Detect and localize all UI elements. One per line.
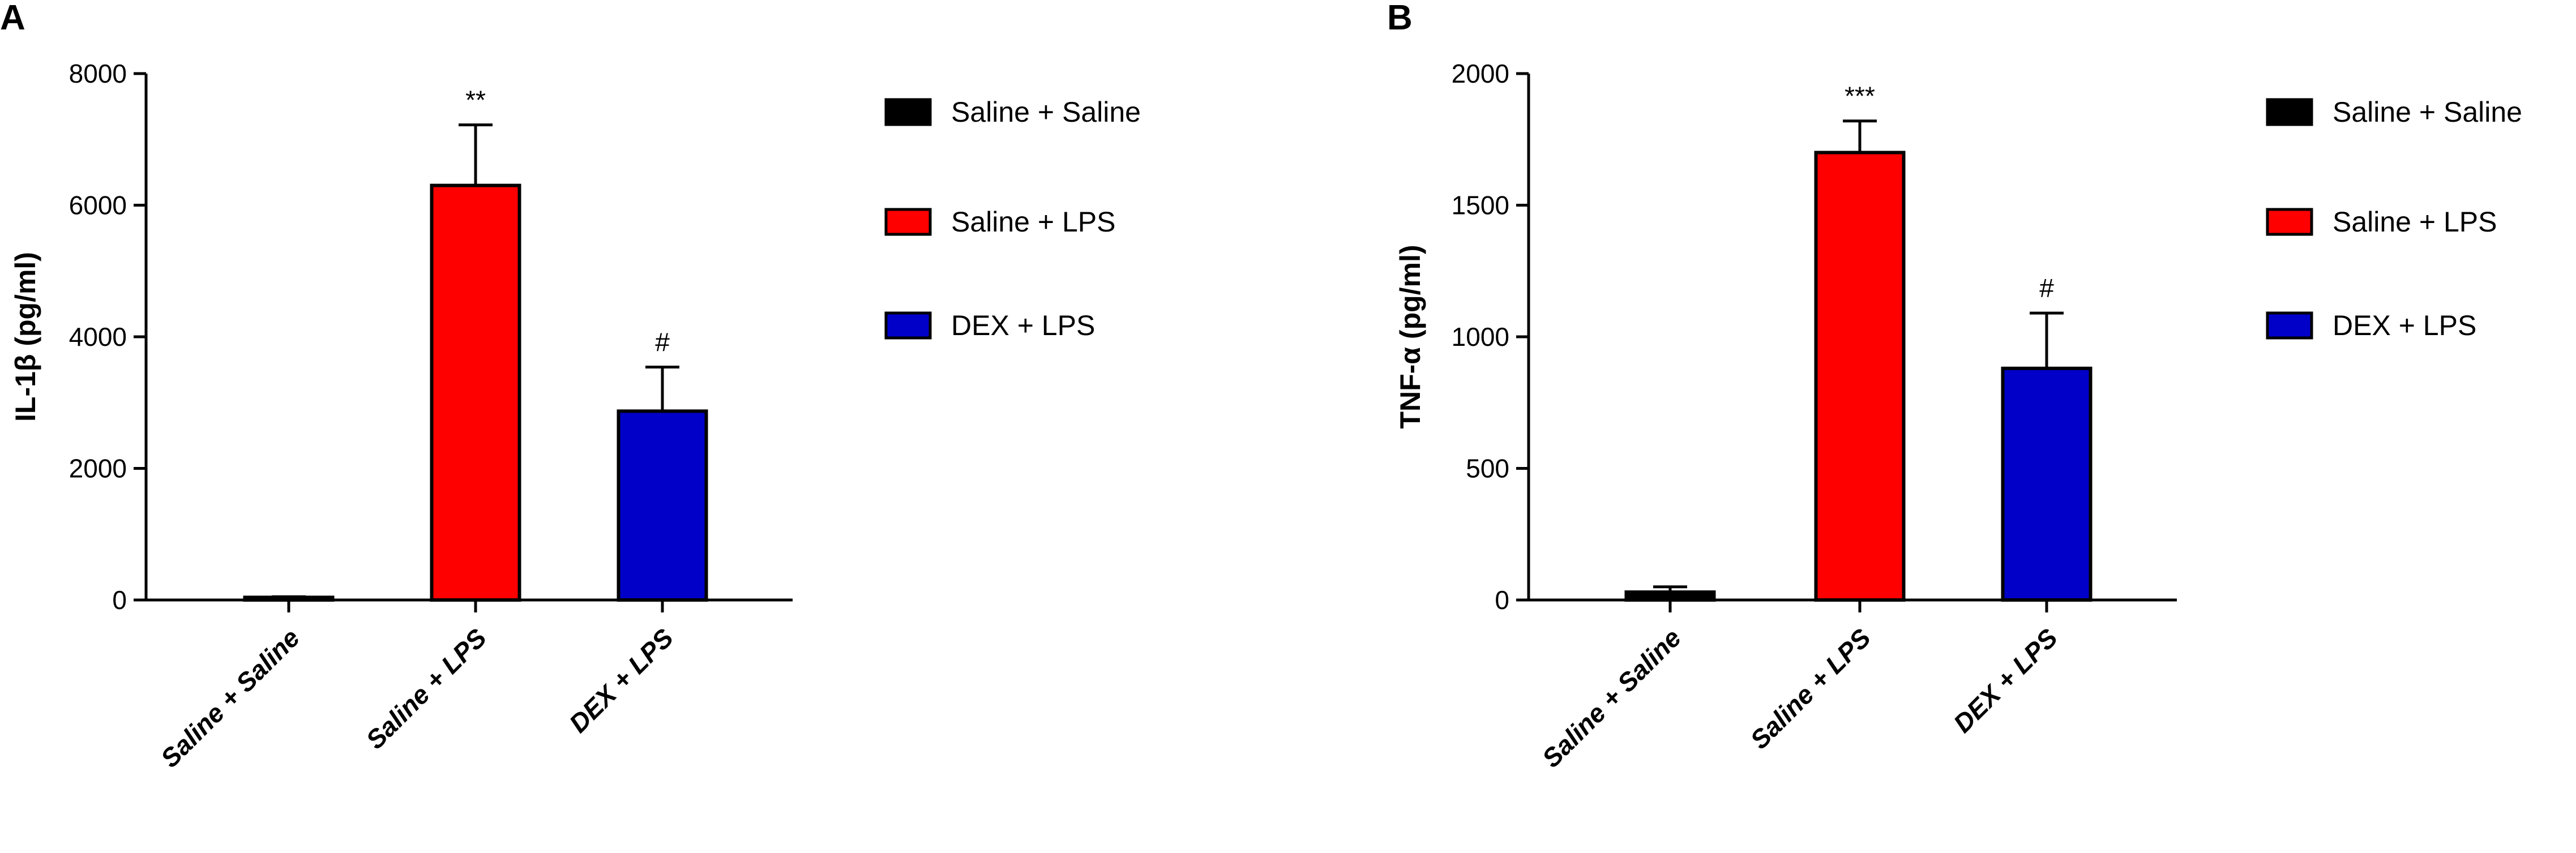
bar	[1624, 590, 1716, 602]
y-tick-label: 0	[112, 585, 127, 615]
legend-swatch	[2266, 208, 2313, 236]
y-tick-label: 1000	[1452, 322, 1509, 352]
bar	[617, 409, 708, 602]
x-tick-label: Saline + LPS	[1744, 623, 1876, 755]
x-tick-label: Saline + LPS	[360, 623, 492, 755]
x-tick-label: Saline + Saline	[155, 623, 305, 773]
bar	[2001, 366, 2093, 602]
x-tick-label: DEX + LPS	[563, 623, 679, 738]
y-tick-label: 0	[1495, 585, 1509, 615]
significance-label: ***	[1845, 82, 1875, 111]
legend-swatch	[2266, 311, 2313, 340]
legend-label: DEX + LPS	[2333, 310, 2476, 341]
legend-label: DEX + LPS	[951, 310, 1095, 341]
legend-swatch	[884, 98, 932, 126]
panel-letter: A	[0, 0, 25, 37]
legend-label: Saline + LPS	[2333, 206, 2497, 238]
panel-a: A 0 2000 4000 6000 8000 IL-1β (pg/ml) Saline + …	[0, 0, 1141, 773]
bar	[430, 183, 521, 602]
legend-label: Saline + LPS	[951, 206, 1115, 238]
legend-swatch	[884, 208, 932, 236]
y-axis-label: IL-1β (pg/ml)	[10, 252, 41, 422]
bar	[243, 595, 335, 602]
panel-letter: B	[1387, 0, 1413, 37]
legend-label: Saline + Saline	[951, 96, 1141, 128]
x-tick-label: Saline + Saline	[1537, 623, 1687, 773]
y-axis-label: TNF-α (pg/ml)	[1394, 245, 1426, 428]
panel-b: B 0 500 1000 1500 2000 TNF-α (pg/ml) Saline + S…	[1387, 0, 2522, 773]
y-tick-label: 500	[1466, 454, 1509, 483]
y-tick-label: 2000	[1452, 59, 1509, 88]
significance-label: #	[2039, 273, 2054, 303]
bar	[1814, 151, 1906, 602]
y-tick-label: 8000	[69, 59, 127, 88]
x-tick-label: DEX + LPS	[1948, 623, 2063, 738]
y-tick-label: 1500	[1452, 191, 1509, 220]
y-tick-label: 2000	[69, 454, 127, 483]
y-tick-label: 6000	[69, 191, 127, 220]
y-tick-label: 4000	[69, 322, 127, 352]
significance-label: #	[655, 327, 670, 357]
legend-swatch	[884, 311, 932, 340]
legend-swatch	[2266, 98, 2313, 126]
significance-label: **	[465, 85, 486, 115]
legend-label: Saline + Saline	[2333, 96, 2522, 128]
